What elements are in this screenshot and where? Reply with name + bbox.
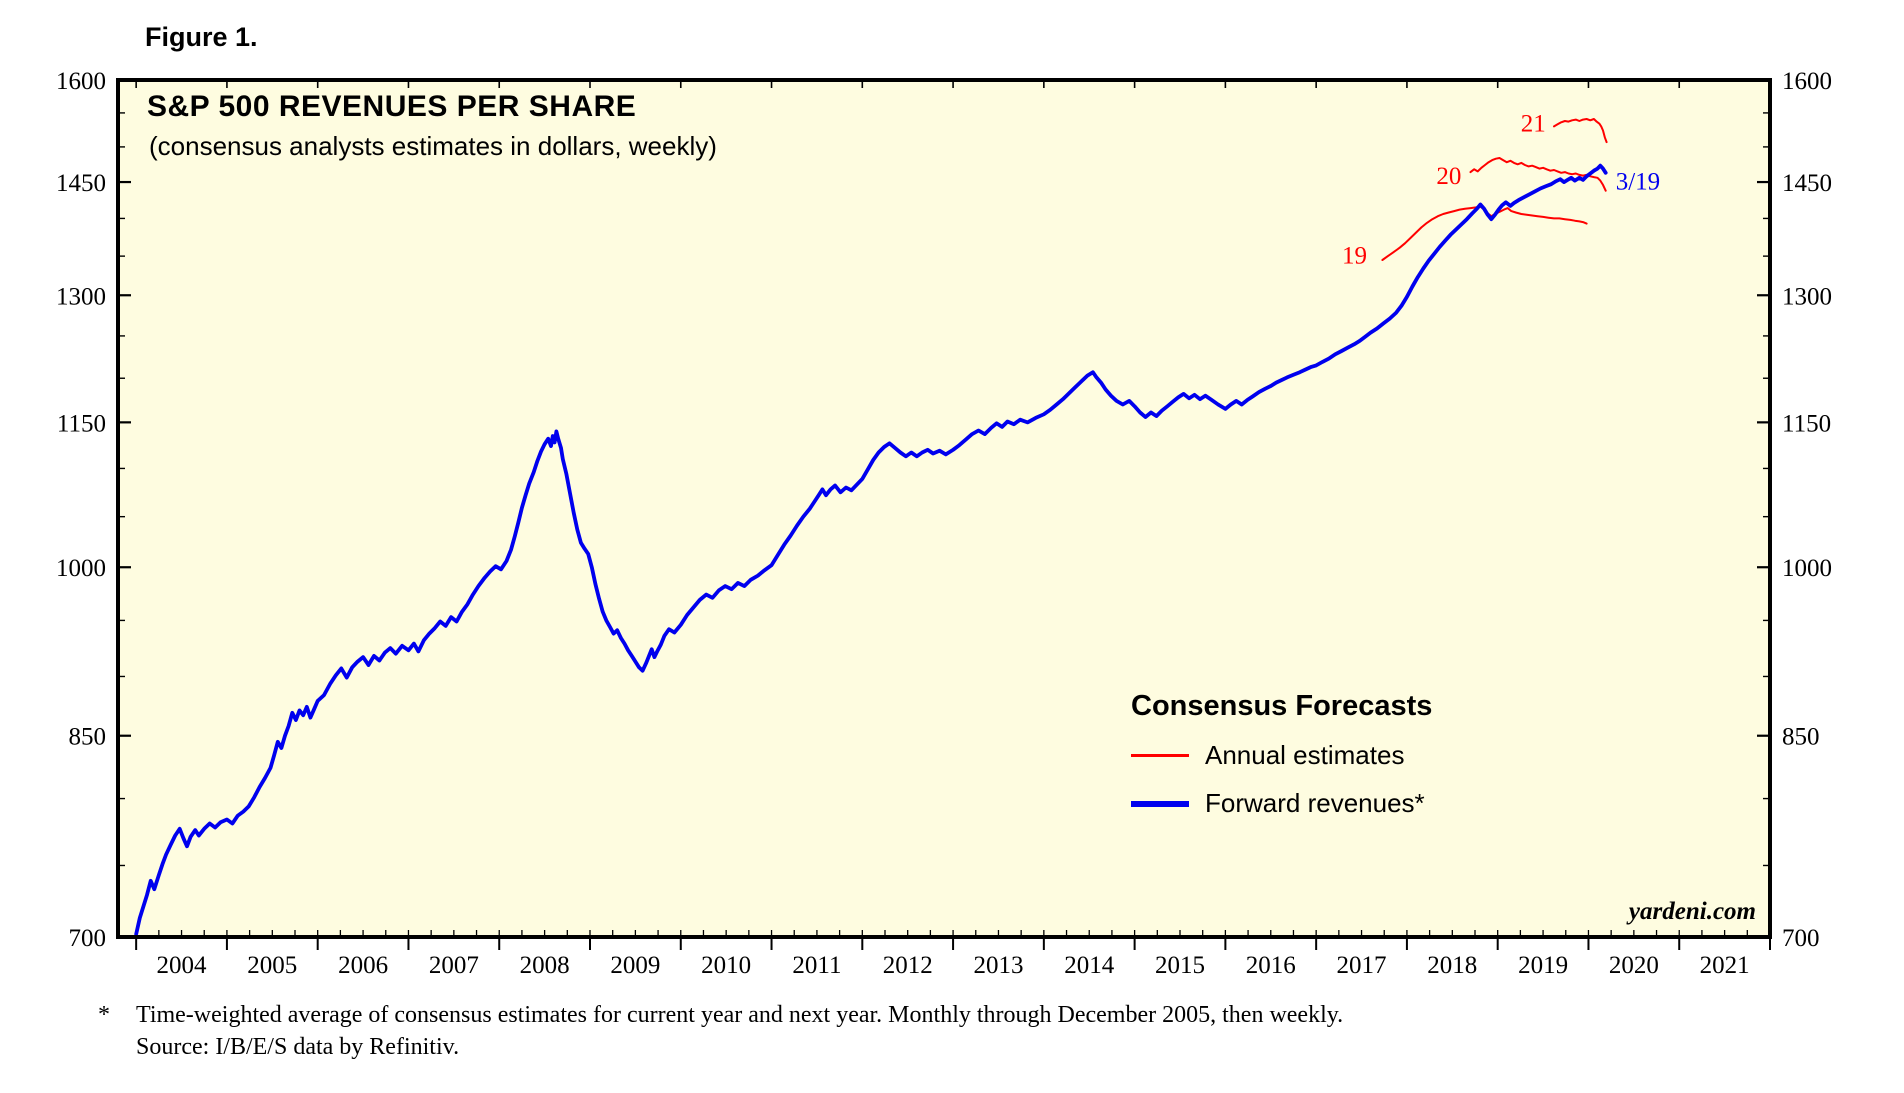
forward-revenues-line-swatch [1131,800,1189,807]
x-axis-year-label: 2019 [1518,952,1568,979]
x-axis-year-label: 2010 [701,952,751,979]
x-axis-year-label: 2015 [1155,952,1205,979]
plot-frame [116,78,1772,939]
x-axis-year-label: 2011 [792,952,841,979]
legend-label-forward-revenues: Forward revenues* [1205,788,1425,818]
y-axis-label-left: 1000 [56,555,106,582]
annotation-20: 20 [1436,163,1461,190]
x-axis-year-label: 2006 [338,952,388,979]
x-axis-year-label: 2014 [1064,952,1115,979]
plot-background [118,80,1770,937]
x-axis-year-label: 2013 [973,952,1023,979]
y-axis-label-right: 1300 [1782,283,1832,310]
chart-title: S&P 500 REVENUES PER SHARE [147,90,637,123]
x-axis-year-label: 2017 [1337,952,1387,979]
footnote-row-2: Source: I/B/E/S data by Refinitiv. [98,1034,1343,1061]
x-axis-year-label: 2021 [1700,952,1750,979]
y-axis-label-right: 700 [1782,925,1820,952]
y-axis-label-right: 1600 [1782,68,1832,95]
footnote: * Time-weighted average of consensus esti… [98,1002,1343,1061]
x-axis-year-label: 2018 [1427,952,1477,979]
y-axis-label-left: 1150 [57,410,106,437]
legend-label-annual-estimates: Annual estimates [1205,740,1405,770]
legend-title: Consensus Forecasts [1131,690,1433,722]
x-axis-year-label: 2008 [520,952,570,979]
y-axis-label-right: 1000 [1782,555,1832,582]
annotation-19: 19 [1342,243,1367,270]
footnote-line2: Source: I/B/E/S data by Refinitiv. [136,1034,460,1060]
annotation-21: 21 [1521,110,1546,137]
x-axis-year-label: 2005 [247,952,297,979]
footnote-marker: * [98,1002,110,1028]
forward-revenues-line [134,163,1608,936]
annual-estimates-line-swatch [1131,754,1189,757]
footnote-line1: Time-weighted average of consensus estim… [136,1002,1344,1028]
x-axis-year-label: 2012 [883,952,933,979]
y-axis-label-right: 850 [1782,724,1820,751]
annotation-3-19: 3/19 [1616,169,1660,196]
legend-entry-annual-estimates: Annual estimates [1131,740,1432,771]
x-axis-year-label: 2020 [1609,952,1659,979]
legend: Consensus Forecasts Annual estimates For… [1131,690,1432,819]
x-axis-year-label: 2004 [157,952,208,979]
x-axis-year-label: 2009 [610,952,660,979]
footnote-row-1: * Time-weighted average of consensus esti… [98,1002,1343,1029]
y-axis-label-left: 1600 [56,68,106,95]
annual-2021-line [1553,118,1608,144]
x-axis-year-label: 2016 [1246,952,1296,979]
y-axis-label-left: 1450 [56,170,106,197]
figure-label: Figure 1. [145,22,258,52]
chart-subtitle: (consensus analysts estimates in dollars… [149,131,717,161]
x-axis-year-label: 2007 [429,952,479,979]
y-axis-label-left: 850 [69,724,107,751]
y-axis-label-left: 1300 [56,283,106,310]
y-axis-label-left: 700 [69,925,107,952]
legend-entry-forward-revenues: Forward revenues* [1131,788,1432,819]
y-axis-label-right: 1450 [1782,170,1832,197]
watermark: yardeni.com [1628,898,1756,925]
y-axis-label-right: 1150 [1782,410,1831,437]
